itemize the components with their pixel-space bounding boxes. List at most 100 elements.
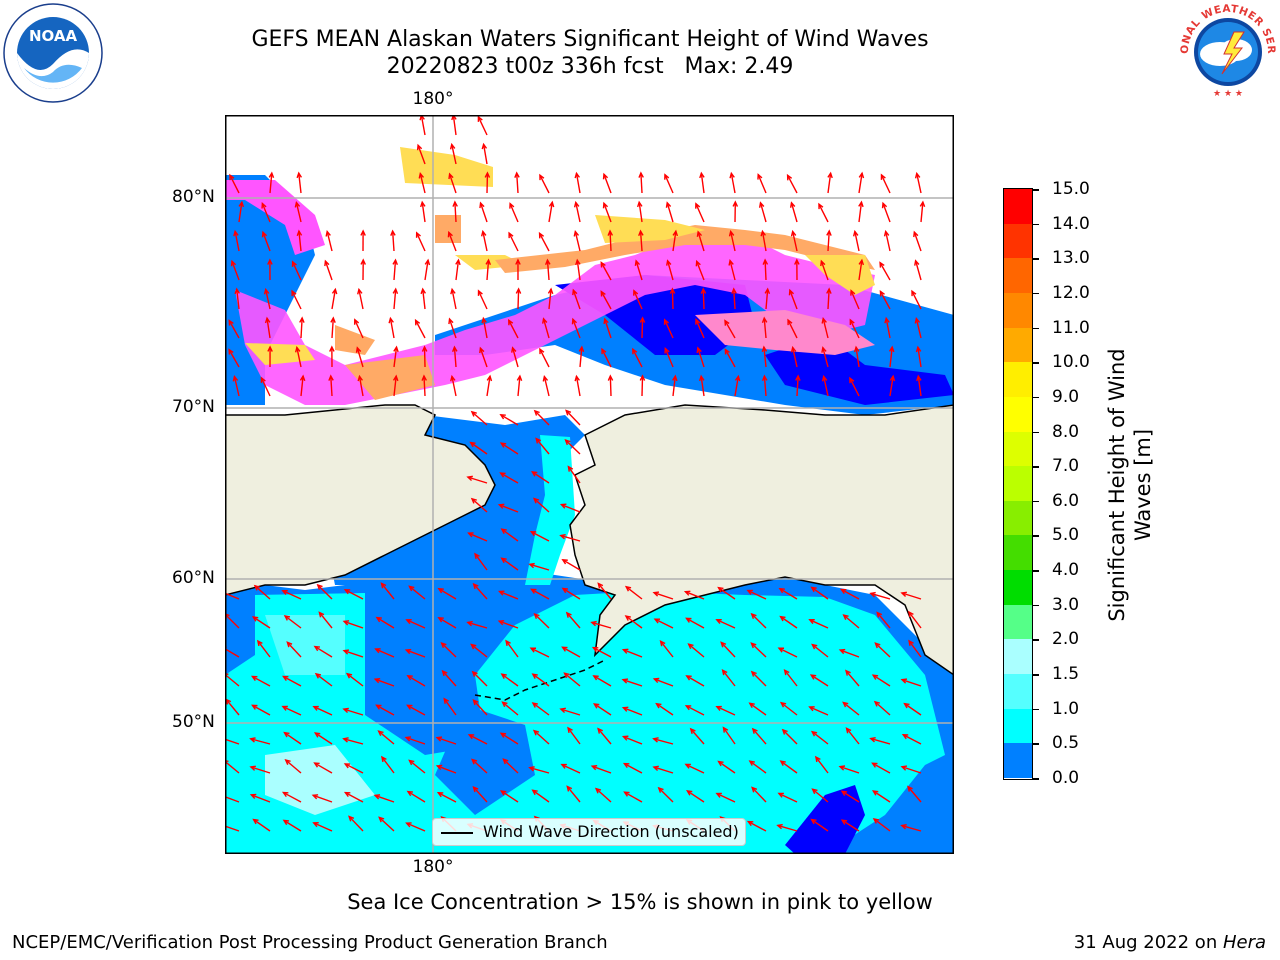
wave-arrow [381, 756, 395, 774]
wave-arrow-head [299, 374, 306, 382]
wave-arrow-head [621, 706, 629, 712]
wave-arrow [298, 231, 302, 252]
wave-arrow [565, 410, 581, 426]
wave-arrow-head [313, 762, 320, 768]
wave-arrow [231, 261, 240, 281]
wave-arrow-head [531, 702, 538, 708]
wave-arrow [879, 262, 891, 281]
wave-arrow-head [636, 200, 643, 208]
wave-arrow [406, 619, 426, 629]
wave-arrow [225, 795, 240, 803]
wave-arrow [763, 318, 767, 339]
wave-arrow [780, 616, 798, 629]
wave-arrow [315, 673, 333, 687]
wave-arrow-head [316, 583, 323, 590]
wave-arrow-head [343, 763, 351, 769]
wave-arrow [438, 588, 457, 600]
wave-arrow [261, 203, 271, 223]
svg-text:★ ★ ★: ★ ★ ★ [1213, 89, 1243, 99]
wave-arrow-head [437, 587, 444, 594]
wave-arrow [609, 230, 612, 252]
wave-arrow-head [238, 200, 245, 208]
wave-arrow-head [794, 258, 800, 265]
wave-arrow-head [542, 317, 548, 324]
wave-arrow-head [405, 822, 412, 828]
wave-arrow [300, 317, 303, 339]
wave-arrow [639, 231, 643, 252]
wave-arrow-head [720, 641, 727, 648]
wave-arrow [850, 290, 860, 310]
chart-subtitle: 20220823 t00z 336h fcst Max: 2.49 [386, 54, 794, 79]
wave-arrow-head [827, 171, 833, 179]
wave-arrow [533, 498, 550, 513]
wave-arrow-head [790, 229, 797, 237]
wave-arrow [818, 203, 829, 223]
wave-arrow-head [484, 171, 491, 178]
wave-arrow [534, 410, 550, 426]
wave-arrow-head [533, 612, 540, 620]
wave-arrow-head [437, 616, 444, 623]
wave-arrow-head [443, 697, 450, 704]
wave-arrow [406, 822, 426, 832]
wave-arrow-head [652, 677, 660, 684]
wave-arrow-head [810, 586, 817, 593]
wave-arrow [889, 347, 893, 368]
wave-arrow [873, 818, 891, 832]
map-legend: Wind Wave Direction (unscaled) [432, 818, 746, 846]
wave-arrow-head [913, 230, 919, 238]
colorbar-tick-label: 0.5 [1052, 733, 1080, 754]
wave-arrow [378, 816, 395, 832]
wave-arrow [318, 612, 333, 629]
wave-arrow-head [871, 790, 879, 796]
wave-arrow [285, 759, 302, 774]
wave-arrow-head [467, 532, 474, 538]
wave-arrow [548, 289, 552, 310]
wave-arrow-head [571, 317, 578, 325]
wave-arrow [376, 617, 395, 629]
wave-arrow [656, 703, 674, 716]
wave-arrow-head [436, 792, 444, 798]
wave-arrow-head [777, 647, 785, 653]
colorbar-tick-label: 6.0 [1052, 490, 1080, 511]
wave-arrow [734, 376, 740, 397]
wave-arrow [454, 201, 457, 223]
wave-arrow-head [331, 287, 338, 295]
wave-arrow-head [621, 648, 629, 654]
wave-arrow-head [544, 258, 551, 265]
wave-arrow [286, 641, 302, 658]
wave-arrow-head [380, 582, 387, 589]
wave-arrow [499, 590, 519, 600]
wave-arrow [234, 231, 240, 252]
wave-arrow-head [424, 258, 431, 266]
wave-arrow-head [392, 287, 399, 294]
wave-arrow [763, 376, 767, 397]
wave-arrow [846, 727, 860, 745]
wave-arrow-head [497, 503, 505, 509]
wave-arrow [451, 289, 457, 310]
wave-arrow-head [751, 786, 758, 793]
wave-arrow [730, 173, 736, 194]
wave-arrow [542, 318, 550, 339]
wave-arrow-head [839, 588, 847, 594]
colorbar-tick-mark [1033, 535, 1039, 537]
wave-arrow-head [684, 763, 691, 769]
wave-arrow-head [874, 642, 881, 649]
wave-arrow-head [590, 764, 598, 771]
wave-arrow [406, 649, 426, 658]
wave-arrow-head [652, 737, 659, 743]
wave-arrow-head [575, 258, 581, 266]
wave-arrow-head [911, 289, 917, 297]
wave-arrow [238, 202, 243, 223]
colorbar-tick-label: 3.0 [1052, 594, 1080, 615]
wave-arrow [879, 291, 891, 310]
wave-arrow [686, 617, 705, 629]
wave-arrow-head [515, 258, 521, 265]
wave-arrow-head [871, 674, 879, 680]
wave-arrow-head [821, 374, 828, 382]
wave-arrow-head [838, 765, 846, 771]
wave-arrow-head [566, 785, 573, 792]
wave-arrow-head [509, 202, 515, 209]
wave-arrow [560, 534, 581, 542]
wave-arrow [782, 729, 798, 745]
wave-arrow-head [388, 316, 394, 324]
